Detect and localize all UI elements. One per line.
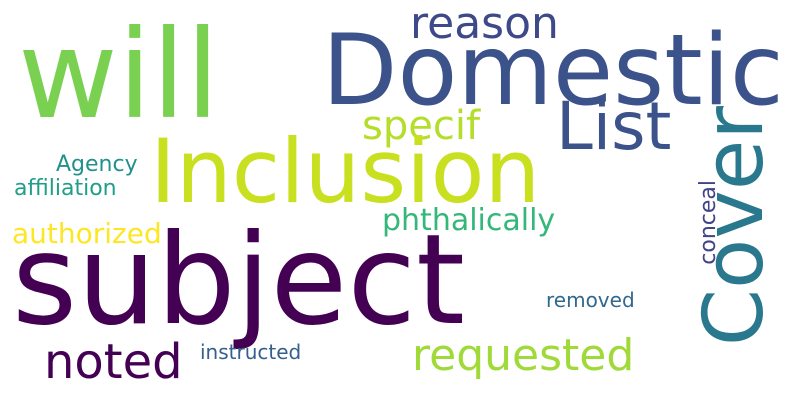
word-authorized: authorized xyxy=(12,217,162,250)
word-list: List xyxy=(556,88,672,165)
word-conceal: conceal xyxy=(696,180,721,265)
word-affiliation: affiliation xyxy=(14,176,117,201)
word-will: will xyxy=(18,4,220,146)
word-subject: subject xyxy=(12,208,466,353)
word-reason: reason xyxy=(410,0,559,49)
word-phthalically: phthalically xyxy=(382,203,556,238)
word-instructed: instructed xyxy=(200,340,302,364)
word-agency: Agency xyxy=(56,152,138,177)
word-specif: specif xyxy=(362,103,481,149)
word-noted: noted xyxy=(44,334,183,390)
word-inclusion: Inclusion xyxy=(150,120,541,223)
word-domestic: Domestic xyxy=(322,14,784,128)
word-requested: requested xyxy=(412,330,635,381)
word-removed: removed xyxy=(546,288,635,312)
